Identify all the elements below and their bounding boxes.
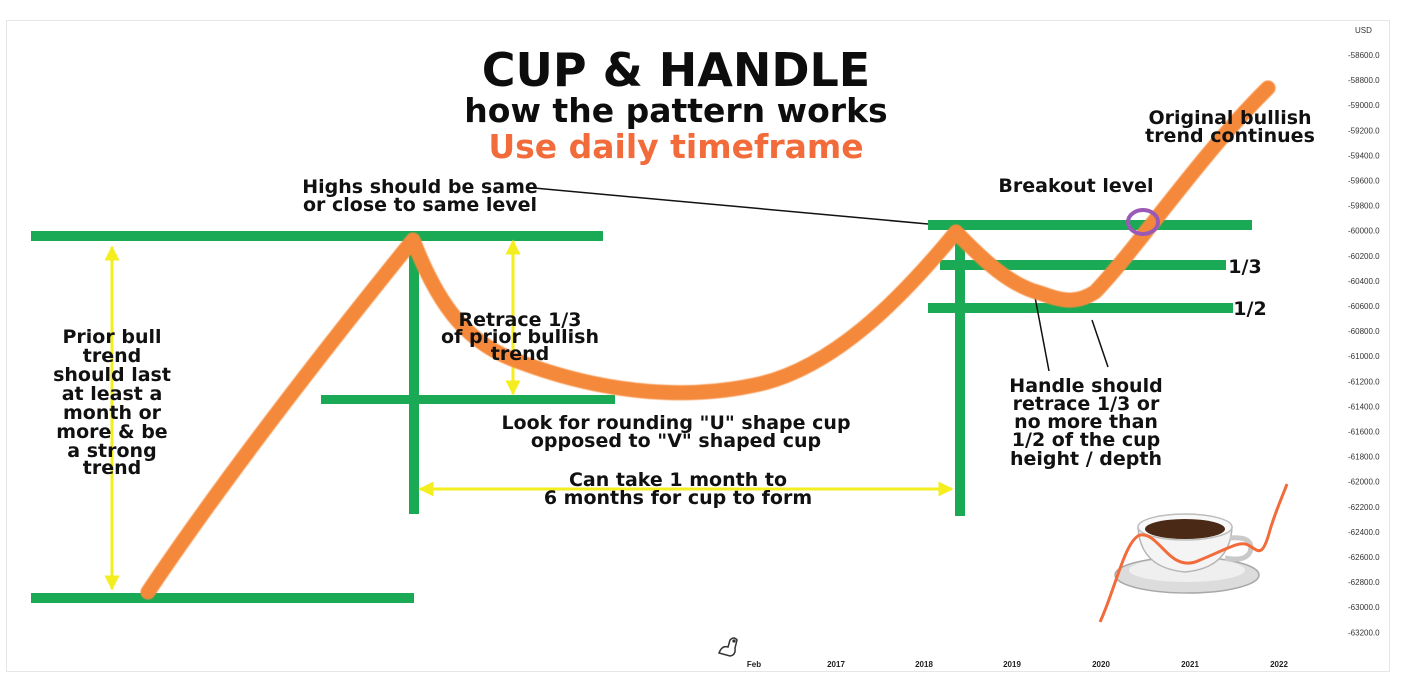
prior-low-line [31,593,414,603]
rounding-note-line-2: opposed to "V" shaped cup [531,430,821,452]
pointer-lines [533,187,1109,372]
diagram-title: CUP & HANDLE [482,43,870,97]
handle-line: height / depth [1010,448,1162,470]
time-axis: Feb 2017 2018 2019 2020 2021 2022 [747,660,1289,669]
prior-trend-line: more & be [56,421,167,443]
price-axis: USD -58600.0 -58800.0 -59000.0 -59200.0 -594… [1348,26,1380,637]
price-tick-label: -62200.0 [1348,503,1380,512]
price-tick-label: -59200.0 [1348,126,1380,135]
duration-note-line-2: 6 months for cup to form [544,487,812,509]
handle-note: Handle should retrace 1/3 or no more tha… [1009,375,1162,470]
cup-retrace-line [321,395,615,404]
level-lines [31,220,1252,603]
handle-third-line [940,260,1226,270]
handle-half-line [928,303,1233,313]
handle-line: Handle should [1009,375,1162,397]
prior-trend-line: a strong [67,440,156,462]
time-tick-label: 2020 [1092,660,1110,669]
price-tick-label: -58800.0 [1348,76,1380,85]
time-tick-label: 2017 [827,660,845,669]
price-tick-label: -61600.0 [1348,428,1380,437]
coffee-cup-icon [1098,483,1289,623]
chart-frame [6,20,1390,672]
third-label: 1/3 [1228,256,1261,278]
price-tick-label: -62600.0 [1348,553,1380,562]
prior-trend-line: should last [53,364,171,386]
price-tick-label: -61800.0 [1348,453,1380,462]
price-tick-label: -59600.0 [1348,177,1380,186]
cup-start-vertical [409,236,419,514]
prior-trend-line: month or [63,402,162,424]
breakout-label: Breakout level [998,175,1153,197]
handle-line: 1/2 of the cup [1012,429,1160,451]
price-tick-label: -60400.0 [1348,277,1380,286]
price-tick-label: -62000.0 [1348,478,1380,487]
breakout-circle [1126,208,1160,236]
price-tick-label: -62400.0 [1348,528,1380,537]
half-label: 1/2 [1233,298,1266,320]
rounding-note-line-1: Look for rounding "U" shape cup [501,412,850,434]
prior-trend-line: trend [83,345,141,367]
price-tick-label: -58600.0 [1348,51,1380,60]
prior-trend-line: at least a [62,383,163,405]
price-tick-label: -61200.0 [1348,377,1380,386]
retrace-line: of prior bullish [441,326,599,348]
handle-line: no more than [1014,411,1158,433]
diagram-tagline: Use daily timeframe [488,127,863,166]
time-tick-label: 2021 [1181,660,1199,669]
price-tick-label: -59000.0 [1348,101,1380,110]
dinosaur-icon [718,637,738,657]
prior-trend-note: Prior bull trend should last at least a … [53,326,171,479]
handle-line: retrace 1/3 or [1013,393,1160,415]
price-tick-label: -61400.0 [1348,402,1380,411]
retrace-line: trend [491,343,549,365]
highs-note-line-1: Highs should be same [302,176,538,198]
time-tick-label: 2022 [1270,660,1288,669]
price-tick-label: -60600.0 [1348,302,1380,311]
measure-arrows [104,239,954,591]
price-curve [140,80,1276,600]
prior-trend-line: Prior bull [63,326,162,348]
highs-pointer [533,187,929,225]
price-tick-label: -60200.0 [1348,252,1380,261]
continues-line-1: Original bullish [1148,107,1311,129]
continues-line-2: trend continues [1145,125,1315,147]
cup-end-vertical [955,236,965,516]
retrace-line: Retrace 1/3 [459,309,582,331]
price-tick-label: -60800.0 [1348,327,1380,336]
handle-pointer-2 [1091,319,1109,368]
duration-note-line-1: Can take 1 month to [569,469,787,491]
time-tick-label: 2018 [915,660,933,669]
price-tick-label: -62800.0 [1348,578,1380,587]
retrace-note: Retrace 1/3 of prior bullish trend [441,309,599,365]
handle-pointer-1 [1034,296,1050,372]
price-tick-label: -61000.0 [1348,352,1380,361]
price-tick-label: -59400.0 [1348,151,1380,160]
diagram-subtitle: how the pattern works [464,91,887,130]
price-tick-label: -63000.0 [1348,603,1380,612]
price-tick-label: -59800.0 [1348,202,1380,211]
price-tick-label: -60000.0 [1348,227,1380,236]
price-axis-currency: USD [1355,26,1372,35]
breakout-level-line [928,220,1252,230]
prior-trend-line: trend [83,457,141,479]
price-tick-label: -63200.0 [1348,628,1380,637]
prior-high-line [31,231,603,241]
time-tick-label: Feb [747,660,761,669]
highs-note-line-2: or close to same level [303,194,537,216]
time-tick-label: 2019 [1003,660,1021,669]
